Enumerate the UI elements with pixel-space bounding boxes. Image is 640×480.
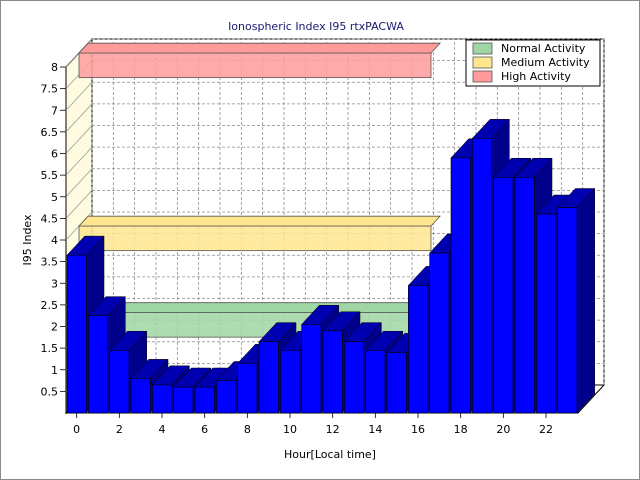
bar (88, 315, 108, 414)
legend-label-high: High Activity (501, 70, 571, 83)
x-tick-label: 20 (496, 423, 510, 436)
bar (514, 176, 535, 414)
activity-band-top-1 (78, 215, 442, 227)
bar (472, 138, 492, 414)
y-tick-label: 3.5 (41, 256, 59, 269)
activity-band-top-2 (78, 42, 442, 54)
y-tick-label: 5 (51, 191, 58, 204)
y-axis-label: I95 Index (21, 214, 34, 266)
bar (194, 386, 215, 414)
bar (536, 213, 556, 414)
bar (322, 330, 343, 414)
grid-line-wall (65, 125, 93, 154)
x-tick-label: 16 (411, 423, 425, 436)
bar (429, 252, 450, 414)
x-tick-label: 2 (116, 423, 123, 436)
x-tick-label: 10 (283, 423, 297, 436)
bar (280, 349, 300, 414)
activity-bands (78, 42, 442, 338)
y-tick-label: 0.5 (41, 385, 59, 398)
bar-series (66, 118, 596, 414)
chart-title: Ionospheric Index I95 rtxPACWA (228, 20, 404, 33)
bar (66, 254, 87, 414)
y-tick-label: 8 (51, 61, 58, 74)
grid-line-wall (65, 146, 93, 176)
x-tick-label: 12 (326, 423, 340, 436)
grid-line-wall (65, 190, 93, 219)
bar (130, 378, 151, 414)
bar (386, 352, 407, 414)
x-tick-label: 6 (201, 423, 208, 436)
bar (152, 384, 172, 414)
legend-swatch-medium (472, 56, 493, 69)
y-tick-label: 4 (51, 234, 58, 247)
activity-band-top-0 (78, 302, 442, 313)
legend-label-normal: Normal Activity (501, 42, 586, 55)
y-tick-label: 2 (51, 321, 58, 334)
bar (237, 362, 258, 414)
y-tick-label: 5.5 (41, 169, 59, 182)
legend-swatch-high (472, 70, 493, 83)
y-tick-label: 4.5 (41, 212, 59, 225)
x-tick-label: 0 (73, 423, 80, 436)
y-tick-label: 3 (51, 277, 58, 290)
bar (109, 349, 130, 414)
grid-line-wall (65, 168, 93, 198)
legend-label-medium: Medium Activity (501, 56, 590, 69)
x-tick-label: 4 (159, 423, 166, 436)
y-tick-label: 6 (51, 148, 58, 161)
grid-line-wall (65, 103, 93, 133)
y-tick-label: 1 (51, 364, 58, 377)
x-axis-label: Hour[Local time] (284, 448, 376, 461)
activity-band-1 (78, 225, 432, 252)
bar (557, 207, 578, 414)
x-tick-label: 18 (454, 423, 468, 436)
x-tick-label: 22 (539, 423, 553, 436)
bar (344, 341, 364, 414)
bar (216, 380, 236, 414)
y-axis-ticks: 0.5 1 1.5 2 2.5 3 3.5 4 4.5 5 5.5 6 6.5 7 7.5 8 (41, 61, 66, 398)
x-tick-label: 8 (244, 423, 251, 436)
grid-line-wall (65, 81, 93, 111)
bar (365, 349, 386, 414)
bar (450, 157, 471, 414)
x-tick-label: 14 (368, 423, 382, 436)
x-axis-ticks: 0 2 4 6 8 10 12 14 16 18 20 22 (73, 413, 553, 436)
bar (258, 341, 279, 414)
bar (301, 324, 322, 414)
y-tick-label: 7.5 (41, 83, 59, 96)
legend: Normal Activity Medium Activity High Act… (465, 39, 601, 87)
y-tick-label: 1.5 (41, 342, 59, 355)
activity-band-2 (78, 52, 432, 79)
y-tick-label: 2.5 (41, 299, 59, 312)
legend-swatch-normal (472, 42, 493, 55)
bar (408, 285, 428, 414)
bar (493, 176, 514, 414)
y-tick-label: 6.5 (41, 126, 59, 139)
y-tick-label: 7 (51, 104, 58, 117)
bar-side (576, 187, 595, 414)
bar (173, 386, 194, 414)
